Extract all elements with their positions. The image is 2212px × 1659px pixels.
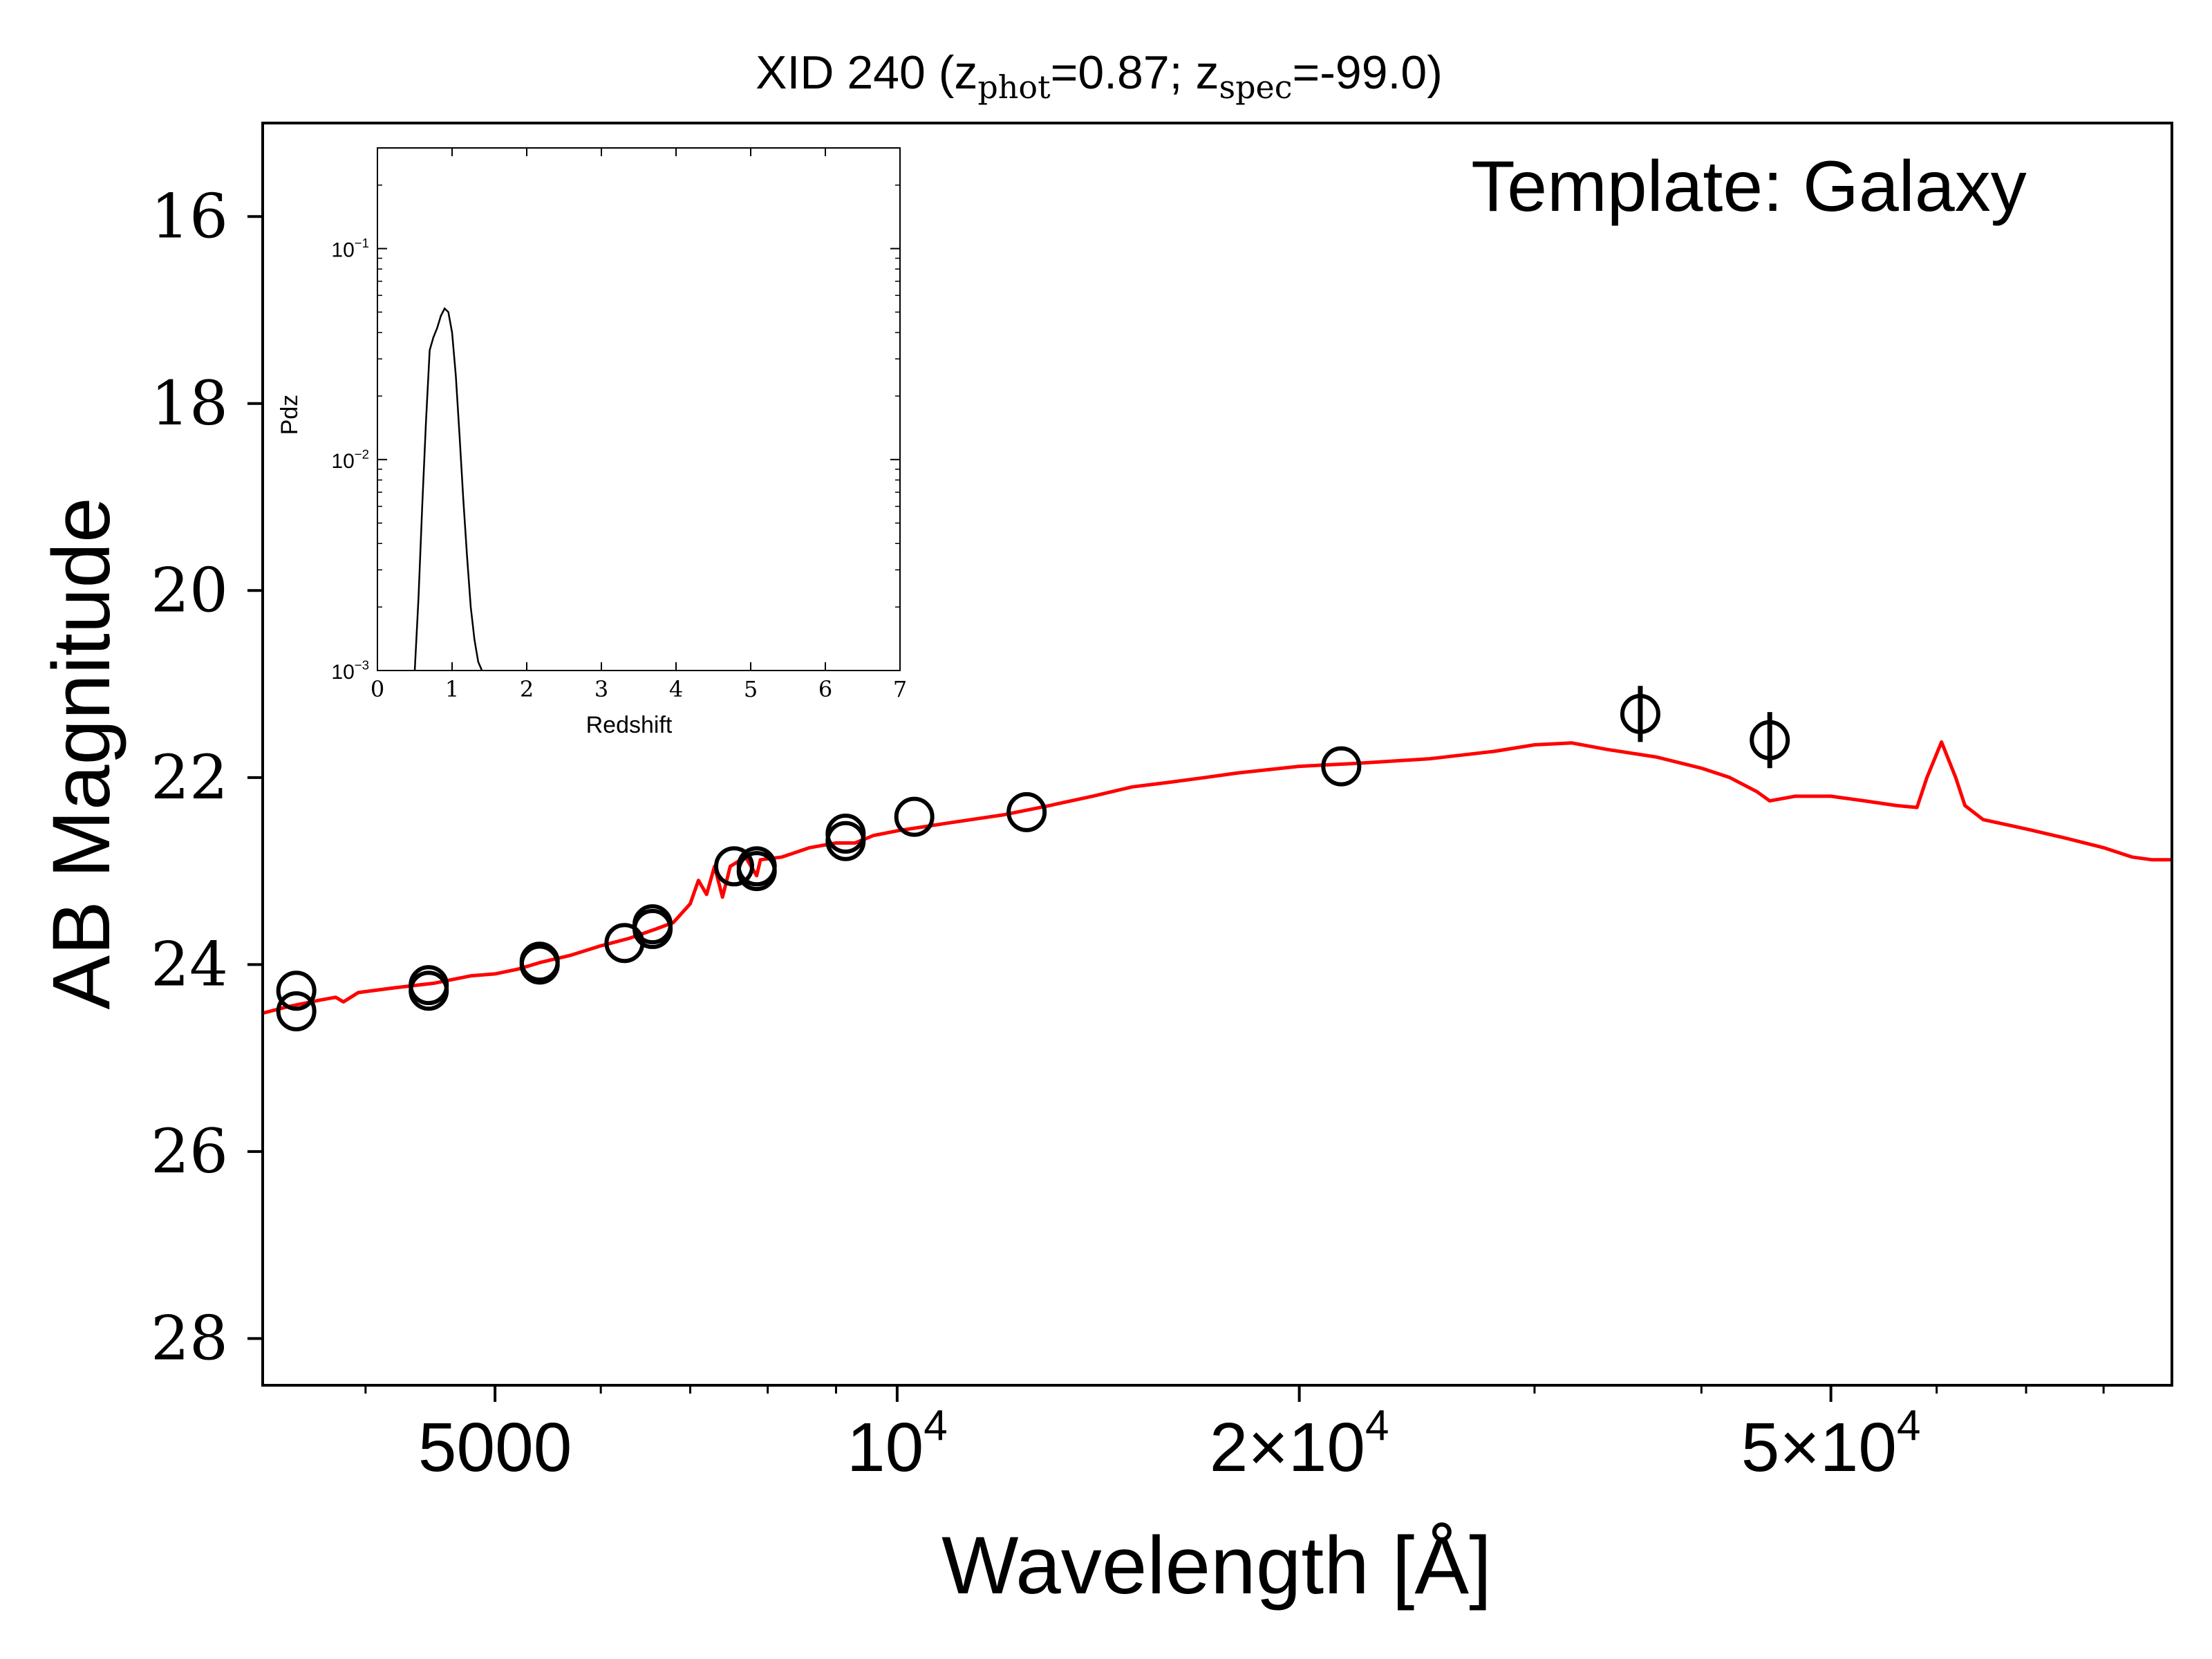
inset-x-tick-label: 4 [669, 676, 683, 702]
photometry-point [825, 813, 866, 854]
photometry-point [276, 991, 317, 1031]
title-suffix: =-99.0) [1293, 46, 1443, 99]
y-tick-label: 28 [151, 1302, 228, 1374]
title-prefix: XID 240 (z [756, 46, 977, 99]
inset-frame [377, 147, 901, 671]
inset-y-tick-label-base: 10 [331, 239, 354, 262]
photometry-point [276, 971, 317, 1011]
inset-y-tick-label-base: 10 [331, 661, 354, 684]
photometry-point [632, 908, 673, 949]
title-sub-phot: phot [977, 68, 1051, 106]
inset-y-tick-label-exponent: −3 [355, 658, 369, 673]
x-tick-label-exponent: 4 [924, 1402, 947, 1450]
inset-y-tick-label: 10−3 [331, 658, 369, 684]
photometry-point [409, 971, 449, 1011]
x-tick-label-exponent: 4 [1897, 1402, 1920, 1450]
x-axis-label: Wavelength [Å] [941, 1520, 1492, 1611]
template-sed-line [263, 740, 2172, 1015]
x-tick-label-base: 2×10 [1210, 1409, 1365, 1486]
main-plot-clip-group [263, 686, 2172, 1031]
inset-y-tick-label: 10−1 [331, 236, 369, 262]
inset-x-tick-label: 0 [371, 676, 384, 702]
y-axis-label: AB Magnitude [36, 497, 127, 1009]
x-tick-label: 2×104 [1210, 1402, 1389, 1486]
inset-x-tick-label: 2 [520, 676, 534, 702]
photometry-point [894, 796, 935, 837]
x-tick-label-base: 5000 [418, 1409, 572, 1486]
x-tick-label-base: 5×10 [1741, 1409, 1897, 1486]
inset-y-tick-label-exponent: −2 [355, 447, 369, 461]
pdz-curve [413, 307, 483, 671]
photometry-point [825, 821, 866, 861]
photometry-point [1321, 746, 1362, 787]
y-tick-label: 20 [151, 554, 228, 626]
y-tick-label: 16 [151, 180, 228, 252]
main-plot-frame [261, 122, 2173, 1387]
x-tick-label-base: 10 [847, 1409, 924, 1486]
x-tick-label: 104 [847, 1402, 948, 1486]
inset-axes: 0 1 2 3 4 5 6 710−110−210−3 [331, 148, 907, 702]
inset-y-axis-label: Pdz [276, 395, 303, 435]
template-annotation: Template: Galaxy [1471, 147, 2026, 227]
photometry-point [1620, 693, 1660, 734]
inset-background [377, 148, 900, 671]
inset-x-tick-label: 1 [445, 676, 459, 702]
inset-x-tick-label: 6 [818, 676, 832, 702]
inset-x-tick-label: 5 [744, 676, 758, 702]
photometry-point [1750, 720, 1790, 760]
inset-x-axis-label: Redshift [586, 712, 673, 738]
inset-x-tick-label: 7 [893, 676, 907, 702]
chart-title: XID 240 (zphot=0.87; zspec=-99.0) [756, 46, 1443, 106]
inset-y-tick-label-exponent: −1 [355, 236, 369, 250]
title-sub-spec: spec [1219, 68, 1292, 106]
x-tick-label: 5000 [418, 1409, 572, 1486]
y-tick-label: 24 [151, 928, 228, 1000]
y-tick-label: 22 [151, 742, 228, 813]
inset-x-tick-label: 3 [594, 676, 608, 702]
inset-plot-area [413, 307, 483, 671]
main-plot-area [263, 686, 2172, 1031]
x-tick-label: 5×104 [1741, 1402, 1921, 1486]
y-tick-label: 18 [151, 368, 228, 439]
y-tick-label: 26 [151, 1116, 228, 1187]
photometry-point [736, 851, 777, 892]
title-mid: =0.87; z [1051, 46, 1219, 99]
photometry-point [519, 944, 560, 985]
photometry-point [1006, 791, 1047, 832]
inset-y-tick-label: 10−2 [331, 447, 369, 473]
x-tick-label-exponent: 4 [1365, 1402, 1389, 1450]
inset-y-tick-label-base: 10 [331, 450, 354, 473]
photometry-point [714, 846, 755, 887]
